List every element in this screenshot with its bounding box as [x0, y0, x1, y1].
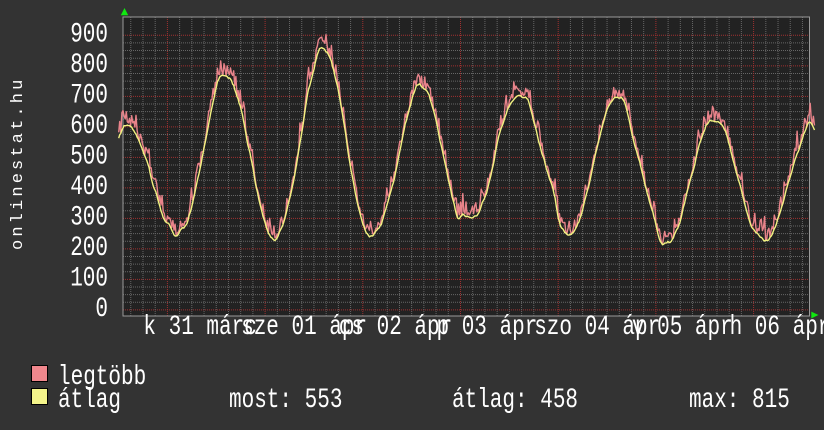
- svg-text:0: 0: [95, 294, 108, 324]
- svg-text:700: 700: [70, 81, 108, 111]
- svg-text:200: 200: [70, 233, 108, 263]
- svg-text:600: 600: [70, 111, 108, 141]
- svg-text:900: 900: [70, 20, 108, 50]
- svg-text:300: 300: [70, 203, 108, 233]
- svg-text:500: 500: [70, 142, 108, 172]
- svg-text:400: 400: [70, 172, 108, 202]
- svg-text:100: 100: [70, 264, 108, 294]
- svg-text:800: 800: [70, 50, 108, 80]
